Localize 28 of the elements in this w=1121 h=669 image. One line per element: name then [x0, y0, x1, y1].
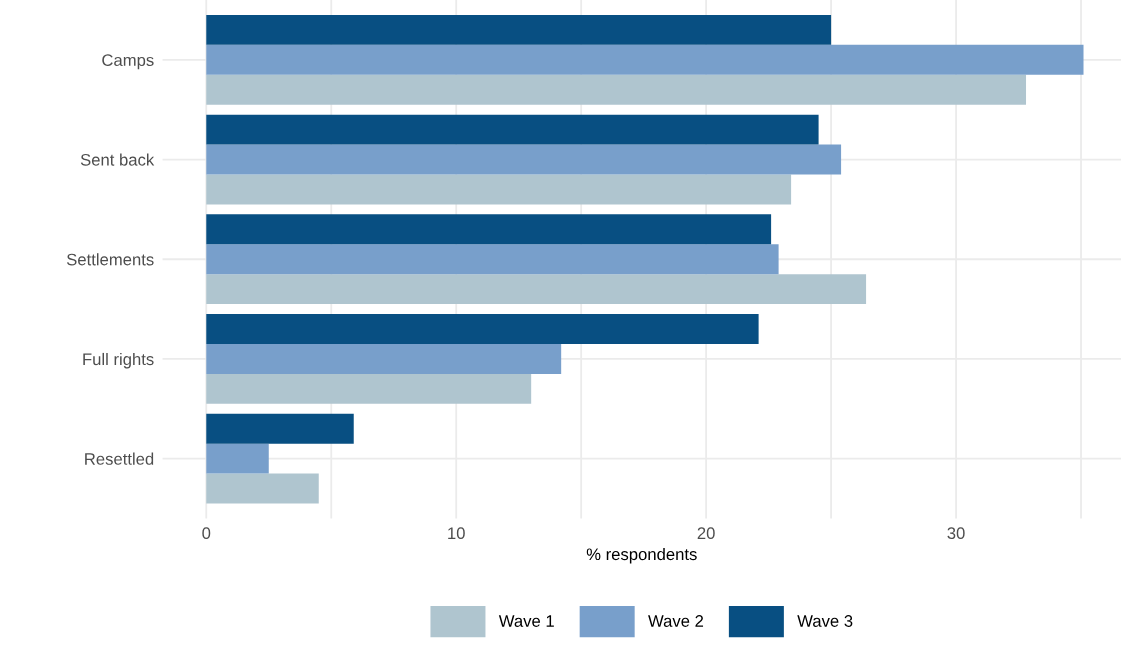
- x-tick-label: 0: [202, 527, 211, 540]
- y-tick-label: Sent back: [80, 153, 155, 166]
- bar: [206, 144, 842, 175]
- x-axis-title: % respondents: [586, 547, 697, 564]
- bar: [206, 74, 1027, 105]
- bar: [206, 314, 759, 344]
- y-tick-label: Settlements: [66, 253, 154, 266]
- y-tick-label: Camps: [102, 54, 154, 70]
- x-tick-label: 10: [448, 527, 465, 540]
- bar: [206, 214, 772, 245]
- bar: [206, 373, 532, 404]
- legend-label: Wave 1: [498, 615, 554, 627]
- x-tick-label: 30: [947, 527, 965, 540]
- y-tick-label: Resettled: [85, 452, 154, 465]
- bar: [206, 473, 319, 504]
- bar: [206, 114, 819, 145]
- bar: [206, 274, 867, 305]
- bar: [206, 44, 1084, 75]
- legend-label: Wave 2: [648, 615, 704, 627]
- x-tick-label: 20: [697, 527, 715, 540]
- bar: [206, 244, 779, 275]
- y-tick-label: Full rights: [83, 352, 154, 369]
- bar: [206, 443, 269, 474]
- bar: [206, 14, 832, 45]
- bar: [206, 174, 792, 205]
- bar: [206, 413, 354, 444]
- legend-label: Wave 3: [797, 615, 853, 627]
- bar: [206, 343, 562, 374]
